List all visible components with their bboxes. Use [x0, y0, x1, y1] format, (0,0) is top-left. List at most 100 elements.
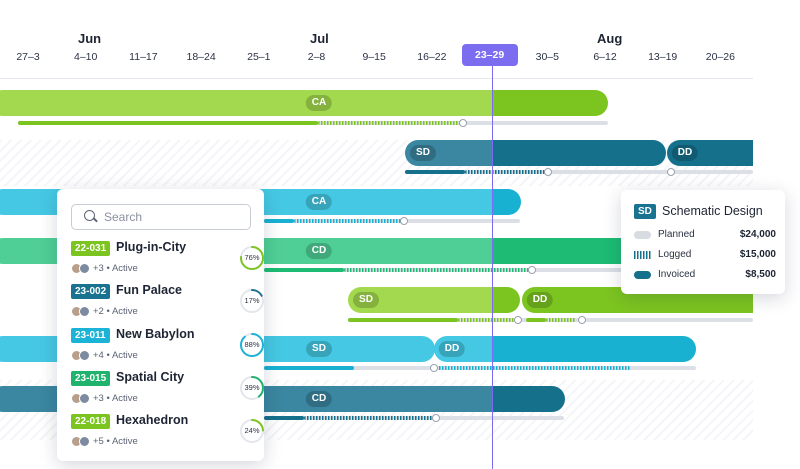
logged-segment	[304, 416, 434, 420]
legend-row-planned: Planned $24,000	[634, 228, 776, 242]
search-icon	[84, 210, 95, 221]
invoiced-segment	[405, 170, 465, 174]
project-list-panel: Search 22-031 Plug-in-City +3 • Active 76% 2…	[57, 189, 264, 461]
legend-label: Invoiced	[658, 269, 696, 280]
project-status: Active	[111, 392, 138, 404]
phase-bar-dd[interactable]: DD	[434, 336, 696, 362]
legend-row-logged: Logged $15,000	[634, 248, 776, 262]
phase-label: DD	[438, 341, 466, 357]
phase-label: CA	[305, 194, 333, 210]
phase-label: SD	[353, 292, 379, 308]
phase-label: SD	[410, 145, 436, 161]
avatar	[79, 306, 90, 318]
logged-swatch-icon	[634, 251, 651, 259]
progress-value: 76%	[244, 253, 260, 262]
budget-track	[264, 364, 696, 372]
avatar	[79, 349, 90, 361]
project-item[interactable]: 23-002 Fun Palace +2 • Active 17%	[71, 283, 264, 322]
month-label: Jun	[78, 31, 102, 46]
budget-track	[264, 266, 753, 274]
legend-value: $8,500	[745, 269, 776, 280]
project-code-badge: 22-031	[71, 241, 111, 256]
month-label: Jul	[310, 31, 329, 46]
week-cell[interactable]: 13–19	[648, 51, 678, 63]
progress-ring: 88%	[239, 332, 265, 358]
phase-title: Schematic Design	[662, 204, 763, 218]
project-item[interactable]: 23-015 Spatial City +3 • Active 39%	[71, 370, 264, 409]
week-cell[interactable]: 20–26	[705, 51, 735, 63]
project-status: Active	[111, 306, 138, 318]
logged-segment	[294, 219, 404, 223]
invoiced-swatch-icon	[634, 271, 651, 279]
progress-value: 17%	[244, 296, 260, 306]
project-item[interactable]: 22-018 Hexahedron +5 • Active 24%	[71, 413, 264, 452]
progress-value: 39%	[244, 382, 260, 392]
milestone-marker	[578, 316, 586, 324]
progress-ring-graphic	[240, 375, 264, 400]
project-item[interactable]: 22-031 Plug-in-City +3 • Active 76%	[71, 240, 264, 279]
member-count: +2	[93, 306, 104, 318]
logged-segment	[546, 318, 576, 322]
phase-label: SD	[306, 341, 332, 357]
phase-bar-sd[interactable]: SD	[348, 287, 520, 313]
logged-segment	[458, 318, 514, 322]
planned-swatch-icon	[634, 231, 651, 239]
phase-bar-ca[interactable]: CA	[0, 90, 608, 116]
project-item[interactable]: 23-011 New Babylon +4 • Active 88%	[71, 327, 264, 366]
project-code-badge: 23-011	[71, 327, 110, 343]
phase-label: CD	[305, 243, 333, 259]
progress-ring-graphic	[240, 289, 264, 314]
phase-label: CA	[305, 95, 333, 111]
invoiced-segment	[264, 366, 354, 370]
phase-label: DD	[671, 145, 699, 161]
week-cell[interactable]: 4–10	[74, 51, 98, 63]
project-code-badge: 22-018	[71, 414, 111, 430]
search-input[interactable]: Search	[71, 204, 251, 230]
week-cell[interactable]: 11–17	[129, 51, 158, 63]
week-cell[interactable]: 16–22	[417, 51, 447, 63]
legend-value: $24,000	[739, 229, 776, 240]
invoiced-segment	[18, 121, 318, 125]
logged-segment	[465, 170, 545, 174]
legend-label: Logged	[658, 249, 692, 260]
project-status: Active	[111, 349, 138, 361]
week-cell[interactable]: 25–1	[247, 51, 271, 63]
progress-ring-graphic	[240, 332, 264, 357]
phase-bar-dd[interactable]: DD	[667, 140, 753, 166]
project-meta: +5 • Active	[71, 436, 138, 447]
logged-segment	[430, 366, 630, 370]
month-label: Aug	[597, 31, 623, 46]
week-cell[interactable]: 6–12	[593, 51, 617, 63]
milestone-marker	[432, 414, 440, 422]
avatar	[79, 263, 90, 274]
week-cell[interactable]: 2–8	[307, 51, 326, 63]
current-week-line	[492, 66, 493, 469]
week-cell[interactable]: 9–15	[362, 51, 386, 63]
progress-value: 24%	[244, 426, 260, 436]
progress-ring: 76%	[239, 245, 265, 271]
progress-ring: 24%	[239, 418, 265, 444]
logged-segment	[344, 268, 529, 272]
project-meta: +3 • Active	[71, 392, 138, 404]
phase-bar-sd[interactable]: SD	[405, 140, 666, 166]
invoiced-segment	[264, 219, 294, 223]
logged-segment	[318, 121, 463, 125]
member-count: +5	[93, 436, 104, 448]
week-cell-selected[interactable]: 23–29	[461, 44, 518, 66]
week-cell[interactable]: 18–24	[186, 51, 216, 63]
project-name: Fun Palace	[116, 283, 182, 298]
member-count: +3	[93, 263, 104, 275]
legend-label: Planned	[658, 229, 695, 240]
progress-ring: 17%	[239, 288, 265, 314]
project-meta: +2 • Active	[71, 306, 138, 317]
budget-track	[348, 316, 753, 324]
week-cell[interactable]: 27–3	[16, 51, 40, 63]
budget-track	[18, 119, 608, 127]
invoiced-segment	[526, 318, 546, 322]
budget-track	[264, 414, 564, 422]
project-name: Hexahedron	[116, 413, 189, 428]
phase-code-badge: SD	[634, 204, 656, 219]
week-cell[interactable]: 30–5	[535, 51, 559, 63]
project-status: Active	[111, 436, 138, 448]
progress-value: 88%	[244, 339, 260, 349]
